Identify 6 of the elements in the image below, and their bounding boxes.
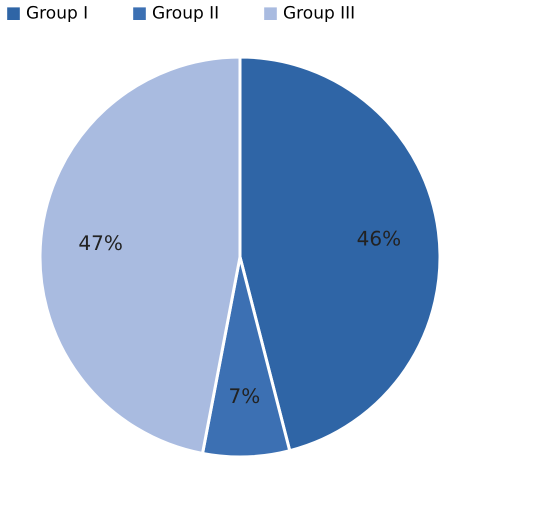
data-label: 47% <box>78 230 123 255</box>
data-label: 7% <box>228 384 260 408</box>
data-label: 46% <box>356 226 402 250</box>
legend-label: Group III <box>283 4 356 24</box>
legend-label: Group II <box>152 4 220 24</box>
legend-label: Group I <box>26 4 88 24</box>
